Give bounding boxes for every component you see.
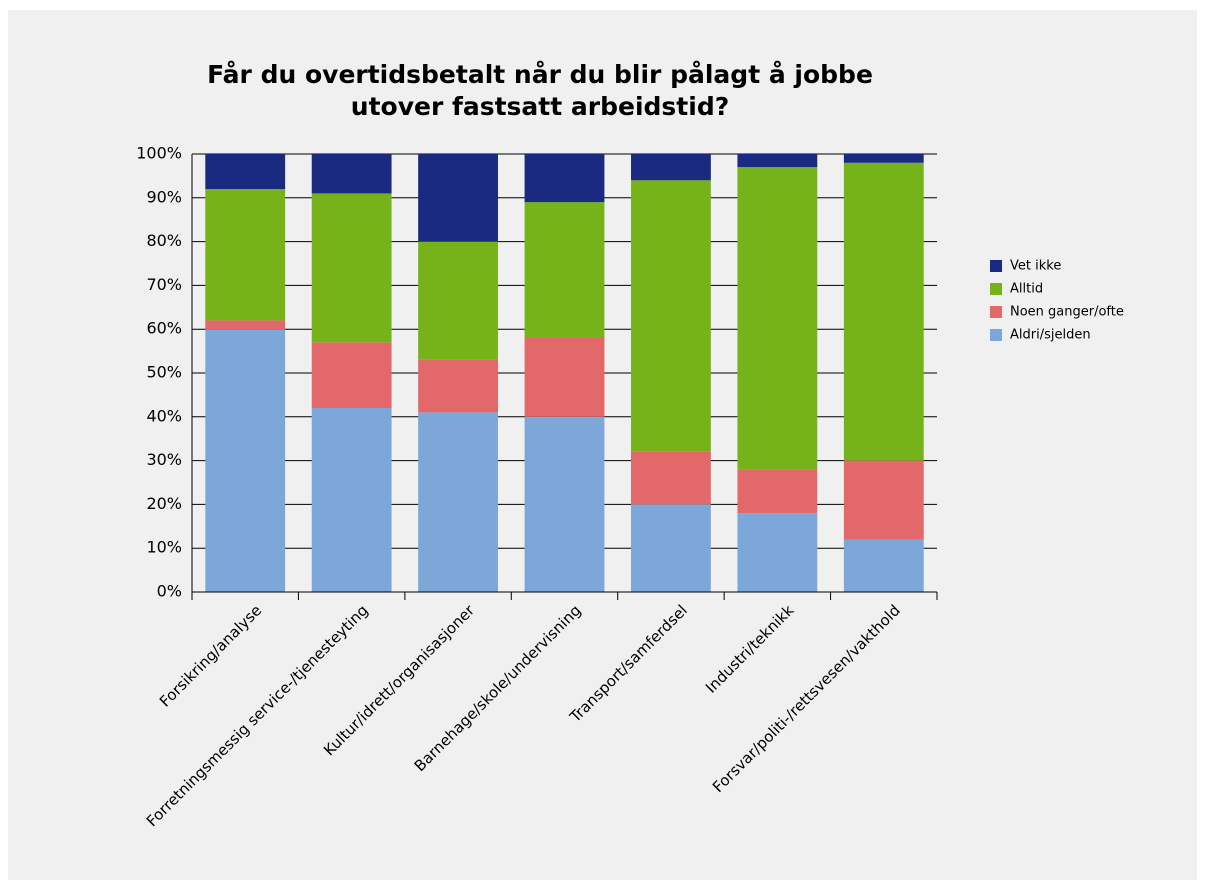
legend-swatch: [990, 329, 1002, 341]
y-tick-label: 70%: [146, 275, 182, 294]
y-tick-label: 10%: [146, 538, 182, 557]
legend-label: Vet ikke: [1010, 259, 1061, 274]
y-tick-label: 100%: [136, 144, 182, 163]
bar-segment: [737, 167, 818, 470]
legend-label: Aldri/sjelden: [1010, 328, 1091, 343]
bar-segment: [737, 469, 818, 514]
bar-segment: [737, 154, 818, 168]
y-tick-label: 80%: [146, 231, 182, 250]
bar-segment: [205, 329, 286, 592]
legend-swatch: [990, 260, 1002, 272]
bar-segment: [311, 154, 392, 194]
bar-segment: [524, 337, 605, 417]
bar-segment: [631, 451, 711, 505]
bar-segment: [843, 162, 924, 461]
bar-segment: [418, 412, 498, 592]
bar-segment: [631, 180, 711, 452]
y-tick-label: 20%: [146, 494, 182, 513]
bar-segment: [631, 504, 711, 592]
y-tick-label: 50%: [146, 363, 182, 382]
bar-segment: [311, 408, 392, 592]
bar-segment: [418, 241, 498, 360]
y-tick-label: 90%: [146, 187, 182, 206]
bar-segment: [524, 154, 605, 203]
bar-segment: [843, 460, 924, 540]
legend-label: Noen ganger/ofte: [1010, 305, 1124, 320]
bar-segment: [524, 202, 605, 338]
legend-swatch: [990, 306, 1002, 318]
bar-segment: [311, 193, 392, 343]
bar-segment: [311, 342, 392, 409]
chart-title: utover fastsatt arbeidstid?: [351, 92, 729, 121]
bar-segment: [843, 154, 924, 163]
bar-segment: [205, 154, 286, 190]
bar-segment: [524, 416, 605, 592]
bar-segment: [418, 154, 498, 242]
bar-segment: [205, 189, 286, 321]
chart-title: Får du overtidsbetalt når du blir pålagt…: [207, 60, 873, 89]
bar-segment: [631, 154, 711, 181]
bar-segment: [205, 320, 286, 330]
y-tick-label: 60%: [146, 319, 182, 338]
bar-segment: [737, 513, 818, 592]
legend-label: Alltid: [1010, 282, 1043, 297]
bar-segment: [418, 359, 498, 413]
y-tick-label: 30%: [146, 450, 182, 469]
legend-swatch: [990, 283, 1002, 295]
y-tick-label: 40%: [146, 406, 182, 425]
y-tick-label: 0%: [157, 582, 182, 601]
bar-segment: [843, 539, 924, 592]
